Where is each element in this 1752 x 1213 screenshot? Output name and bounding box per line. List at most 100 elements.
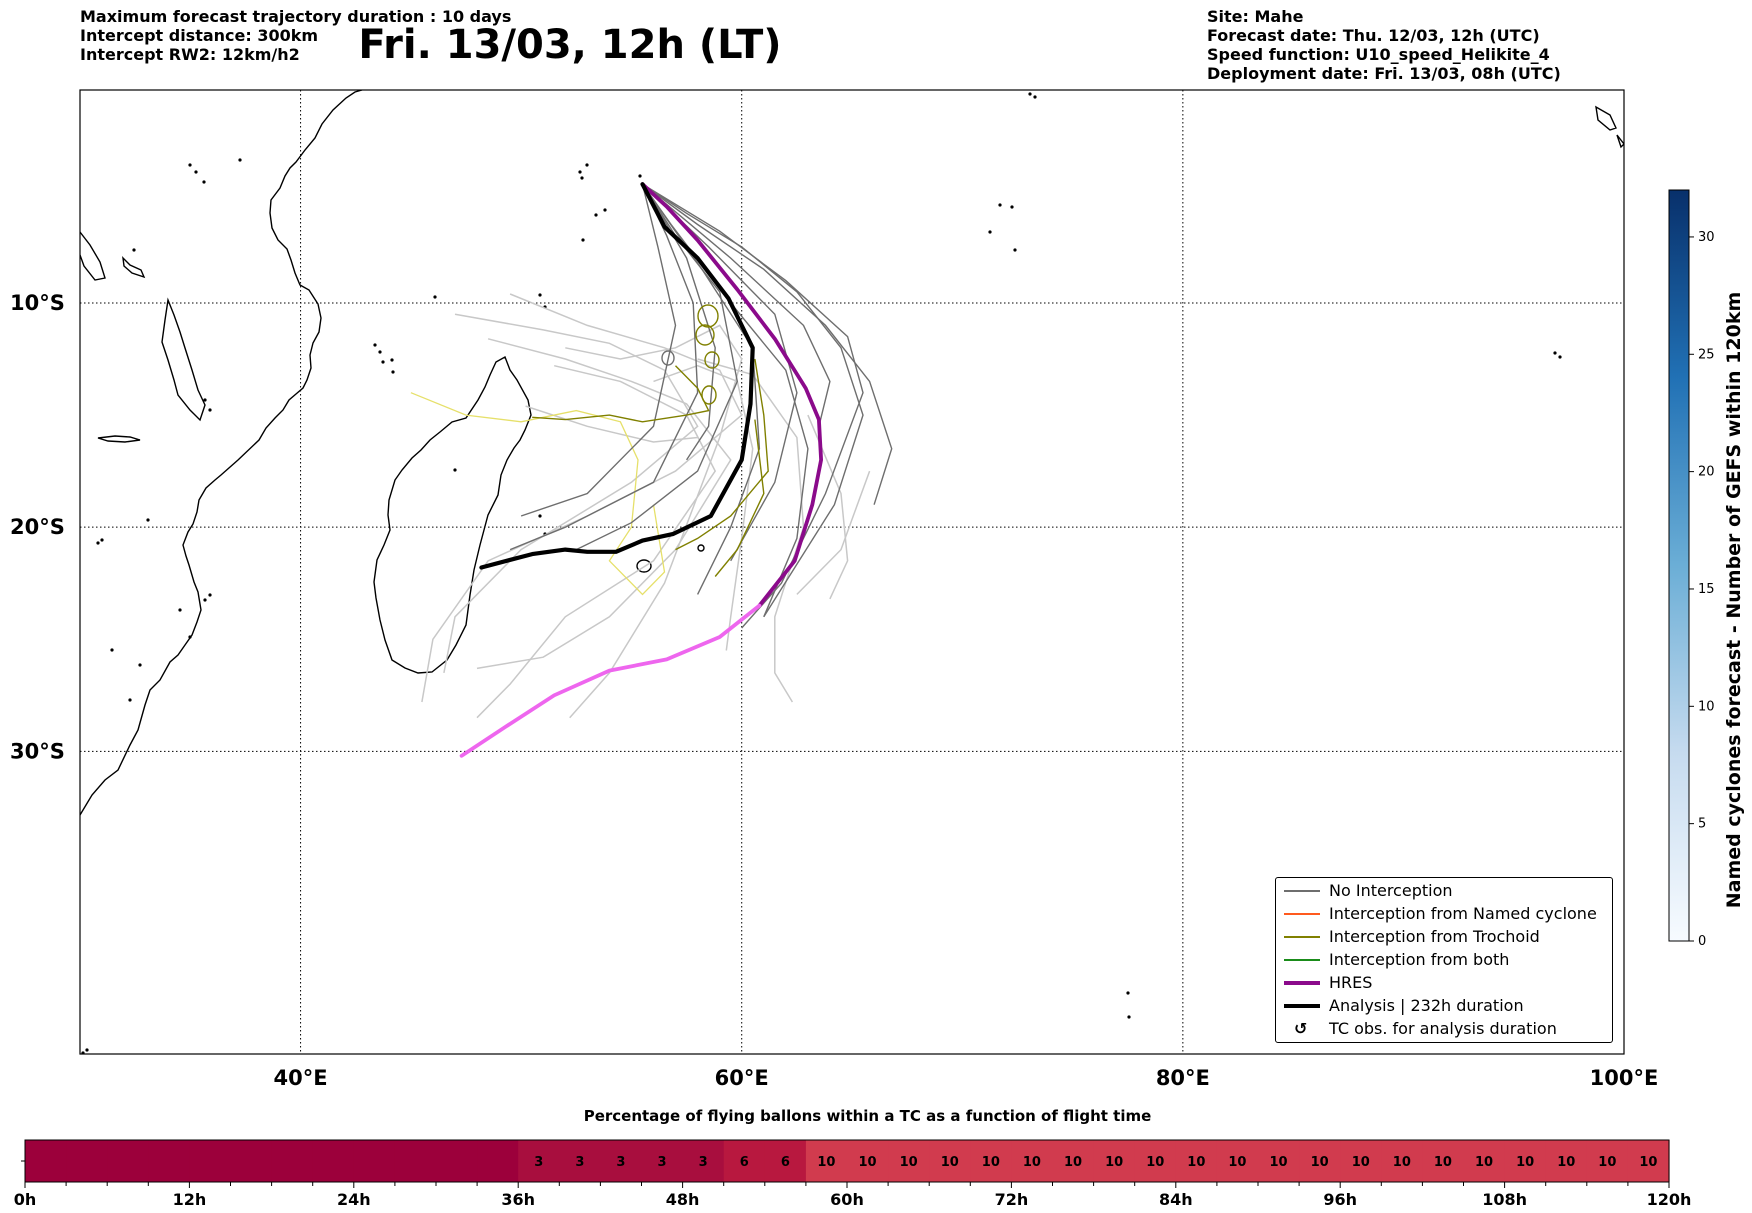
timeline-tick-label: 12h xyxy=(173,1190,207,1209)
lat-tick-label: 10°S xyxy=(10,291,65,315)
timeline-cell xyxy=(970,1140,1012,1182)
timeline-cell xyxy=(189,1140,232,1182)
legend-label: Interception from Trochoid xyxy=(1329,927,1540,946)
timeline-cell xyxy=(888,1140,930,1182)
map-frame xyxy=(79,89,1625,1055)
island-dot xyxy=(1127,1015,1131,1019)
timeline-cell-label: 10 xyxy=(817,1155,835,1170)
timeline-tick-label: 72h xyxy=(995,1190,1029,1209)
timeline-cell xyxy=(723,1140,766,1182)
island-dot xyxy=(603,208,607,212)
colorbar-tick-label: 15 xyxy=(1698,582,1715,597)
timeline-cell-label: 10 xyxy=(1557,1155,1575,1170)
trochoid-light-tracks xyxy=(410,392,666,596)
island-dot xyxy=(1553,351,1557,355)
legend-swatch xyxy=(1284,890,1320,892)
header-line: Intercept distance: 300km xyxy=(80,26,319,45)
timeline-cell xyxy=(518,1140,560,1182)
timeline-cell-label: 10 xyxy=(1187,1155,1205,1170)
island-dot xyxy=(178,608,182,612)
coastlines xyxy=(80,90,1624,816)
timeline-cell xyxy=(1504,1140,1547,1182)
legend-item-tc-obs: ↺ TC obs. for analysis duration xyxy=(1276,1018,1612,1040)
ensemble-track xyxy=(641,183,716,461)
header-line: Deployment date: Fri. 13/03, 08h (UTC) xyxy=(1207,64,1561,83)
timeline-cell-label: 10 xyxy=(1393,1155,1411,1170)
legend: No Interception Interception from Named … xyxy=(1275,877,1613,1043)
timeline-tick-label: 96h xyxy=(1323,1190,1357,1209)
timeline-cell-label: 3 xyxy=(534,1155,543,1170)
header-line: Intercept RW2: 12km/h2 xyxy=(80,45,300,64)
trajectory-loop xyxy=(697,304,719,328)
ensemble-light-tracks xyxy=(421,293,871,719)
ensemble-track xyxy=(642,183,831,427)
island xyxy=(80,231,106,281)
map-area xyxy=(80,90,1624,1054)
timeline-ticks: 0h 12h 24h 36h 48h 60h 72h 84h 96h 108h 120h xyxy=(14,1182,1691,1209)
timeline-cell xyxy=(107,1140,149,1182)
analysis-track xyxy=(479,182,755,570)
island-dot xyxy=(538,514,542,518)
island-dot xyxy=(81,1051,85,1054)
island xyxy=(122,256,146,279)
island xyxy=(1595,105,1617,131)
island xyxy=(1616,134,1624,149)
island-dot xyxy=(381,360,385,364)
timeline-cell-label: 10 xyxy=(1023,1155,1041,1170)
timeline-cell-label: 3 xyxy=(699,1155,708,1170)
timeline-cell-label: 10 xyxy=(1311,1155,1329,1170)
timeline-cell-label: 10 xyxy=(1475,1155,1493,1170)
island-dot xyxy=(594,213,598,217)
colorbar-tick-label: 20 xyxy=(1698,465,1715,480)
timeline-cell-label: 10 xyxy=(900,1155,918,1170)
hres-track xyxy=(459,182,823,758)
island-dot xyxy=(208,408,212,412)
legend-swatch xyxy=(1284,936,1320,938)
island-dot xyxy=(390,358,394,362)
timeline-cell-label: 10 xyxy=(1516,1155,1534,1170)
trajectory-loop xyxy=(661,350,675,366)
island-dot xyxy=(203,398,207,402)
island-dot xyxy=(238,158,242,162)
legend-item-analysis: Analysis | 232h duration xyxy=(1276,995,1612,1017)
timeline-cell-label: 10 xyxy=(859,1155,877,1170)
island-dot xyxy=(1033,95,1037,99)
island-dot xyxy=(1010,205,1014,209)
tc-obs-icon: ↺ xyxy=(1294,1019,1308,1038)
analysis-track-line xyxy=(479,182,755,570)
ensemble-track xyxy=(509,183,699,551)
trochoid-interception-tracks xyxy=(532,304,769,577)
trajectory-loop xyxy=(701,385,717,405)
ensemble-track-light xyxy=(476,338,732,670)
timeline-cell xyxy=(1340,1140,1382,1182)
island-dot xyxy=(203,598,207,602)
timeline-cell-label: 10 xyxy=(1434,1155,1452,1170)
timeline-cell xyxy=(682,1140,725,1182)
island-dot xyxy=(208,593,212,597)
header-line: Site: Mahe xyxy=(1207,7,1304,26)
timeline-tick-label: 84h xyxy=(1159,1190,1193,1209)
ensemble-track-light xyxy=(653,364,754,651)
timeline-cell-label: 6 xyxy=(740,1155,749,1170)
timeline-cell-label: 6 xyxy=(781,1155,790,1170)
timeline-cell-label: 10 xyxy=(941,1155,959,1170)
island-dot xyxy=(391,370,395,374)
timeline-heatmap: 3 3 3 3 3 6 6 10 10 10 10 10 10 10 10 10 10 10 10 10 10 10 10 1… xyxy=(21,1139,1670,1183)
timeline-cell-label: 10 xyxy=(1228,1155,1246,1170)
timeline-cell xyxy=(477,1140,519,1182)
island-dot xyxy=(128,698,132,702)
timeline-tick-label: 0h xyxy=(14,1190,37,1209)
timeline-tick-label: 24h xyxy=(337,1190,371,1209)
timeline-cell xyxy=(641,1140,684,1182)
timeline-cell xyxy=(1011,1140,1054,1182)
legend-swatch xyxy=(1284,981,1320,985)
timeline-cell xyxy=(1586,1140,1629,1182)
timeline-cell-label: 3 xyxy=(616,1155,625,1170)
timeline-cell xyxy=(805,1140,848,1182)
header-left-info: Maximum forecast trajectory duration : 1… xyxy=(80,7,511,64)
legend-label: Analysis | 232h duration xyxy=(1329,996,1524,1015)
hres-track-line-late xyxy=(459,603,762,758)
timeline-tick-label: 60h xyxy=(830,1190,864,1209)
island-dot xyxy=(581,238,585,242)
timeline-cell xyxy=(764,1140,807,1182)
